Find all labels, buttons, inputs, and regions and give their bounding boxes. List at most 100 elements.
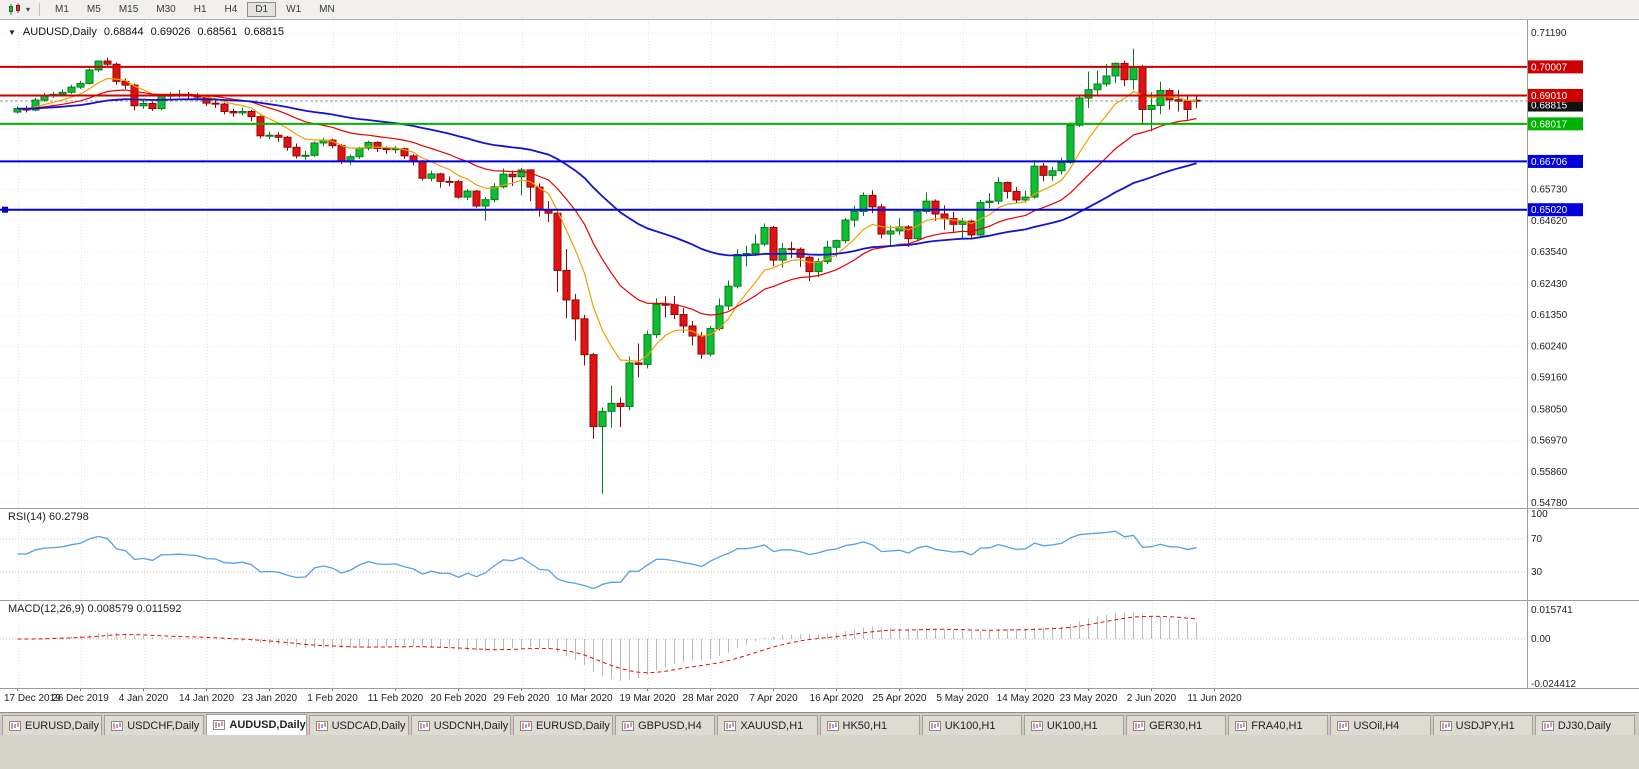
candle: [364, 141, 373, 149]
chart-canvas[interactable]: 0.71190 0.65730 0.64620 0.63540 0.62430 0.613…: [0, 20, 1639, 712]
svg-text:0.59160: 0.59160: [1531, 373, 1568, 384]
candle: [589, 354, 598, 428]
svg-text:0.68815: 0.68815: [1531, 101, 1568, 112]
window-bottom-strip: [0, 735, 1639, 769]
svg-text:0.60240: 0.60240: [1531, 342, 1568, 353]
chart-tab-gbpusd-h4[interactable]: GBPUSD,H4: [615, 715, 716, 735]
chart-type-button[interactable]: ▾: [4, 2, 33, 17]
chart-tab-eurusd-daily[interactable]: EURUSD,Daily: [512, 715, 614, 735]
candle: [1120, 62, 1129, 81]
chart-tab-usoil-h4[interactable]: USOil,H4: [1330, 715, 1431, 735]
timeframe-button-m1[interactable]: M1: [55, 4, 69, 15]
candle: [481, 199, 490, 207]
candle: [940, 213, 949, 220]
svg-text:0.71190: 0.71190: [1531, 28, 1567, 39]
candle: [400, 148, 409, 157]
chart-tab-xauusd-h1[interactable]: XAUUSD,H1: [717, 715, 818, 735]
chart-tab-label: XAUUSD,H1: [740, 719, 804, 732]
candle: [1138, 66, 1147, 110]
candle: [1147, 104, 1156, 110]
mini-chart-icon: [417, 720, 430, 731]
candle: [139, 102, 148, 107]
chart-tab-label: USDJPY,H1: [1455, 719, 1515, 732]
chart-tab-fra40-h1[interactable]: FRA40,H1: [1228, 715, 1329, 735]
chart-tab-usdchf-daily[interactable]: USDCHF,Daily: [104, 715, 205, 735]
chart-tab-hk50-h1[interactable]: HK50,H1: [819, 715, 920, 735]
chart-tab-label: FRA40,H1: [1251, 719, 1303, 732]
hline-handle[interactable]: [2, 206, 8, 213]
svg-text:70: 70: [1531, 534, 1543, 545]
candle: [958, 220, 967, 225]
chart-tab-uk100-h1[interactable]: UK100,H1: [1023, 715, 1125, 735]
timeframe-button-m30[interactable]: M30: [156, 4, 176, 15]
candle: [1030, 165, 1039, 198]
svg-text:28 Mar 2020: 28 Mar 2020: [682, 693, 739, 704]
timeframe-button-d1[interactable]: D1: [247, 2, 277, 17]
mini-chart-icon: [315, 720, 328, 731]
svg-text:0.56970: 0.56970: [1531, 435, 1568, 446]
candle: [652, 303, 661, 336]
chart-tab-usdjpy-h1[interactable]: USDJPY,H1: [1432, 715, 1533, 735]
chart-area: 0.71190 0.65730 0.64620 0.63540 0.62430 0.613…: [0, 20, 1639, 712]
horizontal-line-objects[interactable]: [0, 65, 1527, 213]
ohlc-open: 0.68844: [103, 26, 144, 38]
svg-text:0.68017: 0.68017: [1531, 119, 1568, 130]
candle: [1039, 165, 1048, 176]
candle: [751, 243, 760, 255]
candle: [1174, 99, 1183, 102]
candle: [967, 220, 976, 236]
mini-chart-icon: [111, 720, 124, 731]
timeframe-button-h4[interactable]: H4: [224, 4, 238, 15]
chart-tab-label: USDCHF,Daily: [127, 719, 200, 732]
candle: [1111, 62, 1120, 77]
mini-chart-icon: [826, 720, 839, 731]
rsi-line: [17, 530, 1197, 590]
svg-text:0.62430: 0.62430: [1531, 279, 1568, 290]
chart-tab-label: GBPUSD,H4: [638, 719, 702, 732]
timeframe-button-mn[interactable]: MN: [319, 4, 335, 15]
svg-text:100: 100: [1531, 509, 1548, 520]
mini-chart-icon: [1235, 720, 1248, 731]
timeframe-button-m15[interactable]: M15: [118, 4, 139, 15]
svg-text:-0.024412: -0.024412: [1531, 679, 1576, 690]
candle: [580, 318, 589, 356]
candle: [886, 230, 895, 235]
chart-tab-usdcnh-daily[interactable]: USDCNH,Daily: [410, 715, 511, 735]
timeframe-button-w1[interactable]: W1: [286, 4, 302, 15]
chart-tab-eurusd-daily[interactable]: EURUSD,Daily: [2, 715, 103, 735]
candle: [625, 362, 634, 407]
chart-tab-label: UK100,H1: [1046, 719, 1098, 732]
timeframe-button-h1[interactable]: H1: [193, 4, 207, 15]
svg-text:5 May 2020: 5 May 2020: [936, 693, 989, 704]
rsi-indicator-label: RSI(14) 60.2798: [8, 511, 89, 523]
chart-tab-uk100-h1[interactable]: UK100,H1: [921, 715, 1022, 735]
timeframe-button-m5[interactable]: M5: [86, 4, 101, 15]
chart-tab-usdcad-daily[interactable]: USDCAD,Daily: [308, 715, 409, 735]
chart-title-bar: ▼ AUDUSD,Daily 0.68844 0.69026 0.68561 0…: [8, 26, 284, 38]
window-menu-icon[interactable]: ▼: [8, 27, 16, 37]
chart-tab-dj30-daily[interactable]: DJ30,Daily: [1534, 715, 1635, 735]
chart-tab-label: USDCNH,Daily: [433, 719, 509, 732]
chart-tab-ger30-h1[interactable]: GER30,H1: [1126, 715, 1227, 735]
candle: [274, 134, 283, 138]
candle: [679, 314, 688, 327]
svg-text:0.65020: 0.65020: [1531, 205, 1568, 216]
mini-chart-icon: [622, 720, 635, 731]
svg-text:11 Jun 2020: 11 Jun 2020: [1187, 693, 1242, 704]
candle: [382, 147, 391, 151]
svg-text:0.58050: 0.58050: [1531, 404, 1568, 415]
candle: [535, 186, 544, 211]
svg-text:23 May 2020: 23 May 2020: [1060, 693, 1118, 704]
mini-chart-icon: [1541, 720, 1554, 731]
ohlc-high: 0.69026: [150, 26, 191, 38]
candle: [949, 218, 958, 225]
candle: [868, 194, 877, 208]
candle: [760, 226, 769, 245]
chart-tab-audusd-daily[interactable]: AUDUSD,Daily: [206, 714, 307, 735]
candle: [337, 145, 346, 162]
candle: [238, 110, 247, 114]
candlestick-chart-icon: [9, 3, 20, 15]
candle: [220, 103, 229, 112]
chart-grid: [0, 20, 1527, 688]
